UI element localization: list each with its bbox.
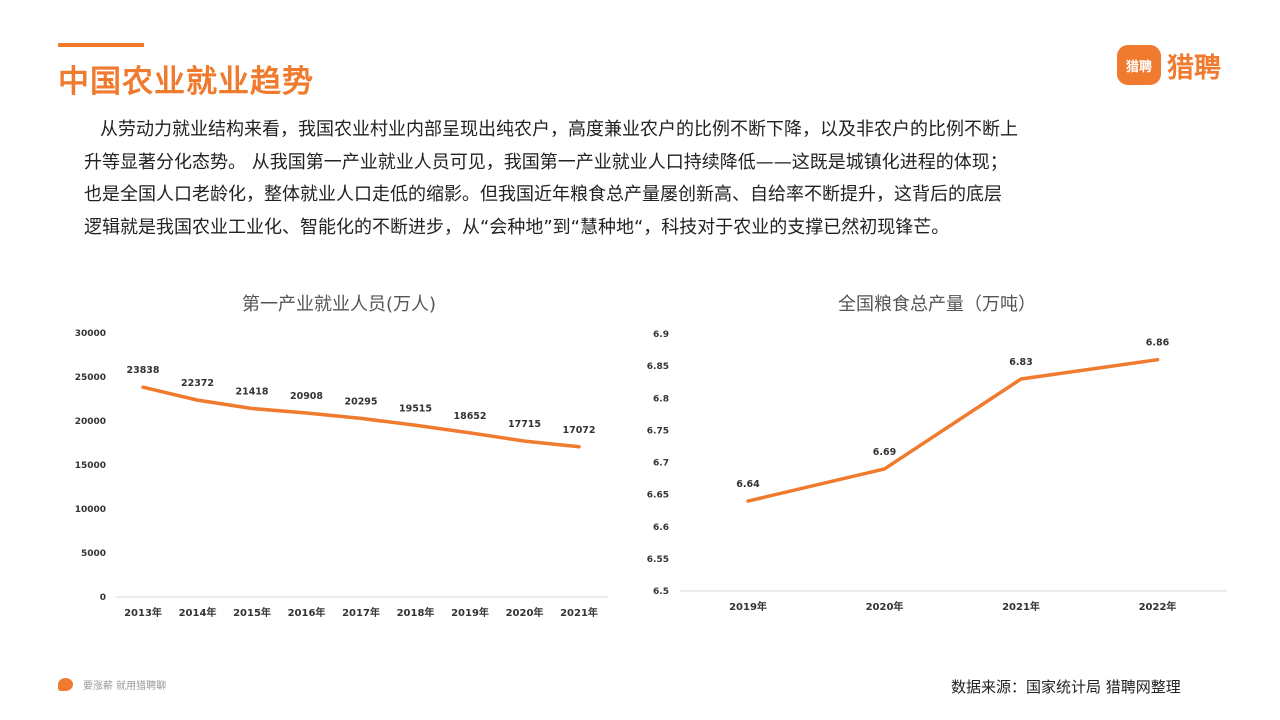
y-tick-label: 10000 (75, 505, 106, 515)
page-title: 中国农业就业趋势 (58, 64, 314, 100)
y-tick-label: 6.75 (647, 426, 669, 436)
paragraph-line: 从劳动力就业结构来看，我国农业村业内部呈现出纯农户，高度兼业农户的比例不断下降，… (100, 119, 1018, 140)
y-tick-label: 6.9 (653, 330, 669, 340)
data-label: 6.83 (1009, 357, 1032, 368)
y-tick-label: 20000 (75, 417, 106, 427)
data-label: 20908 (290, 391, 323, 402)
y-tick-label: 0 (100, 593, 106, 603)
y-tick-label: 5000 (81, 549, 106, 559)
data-label: 18652 (453, 411, 486, 422)
chart-title-employment: 第一产业就业人员(万人) (242, 294, 437, 315)
x-tick-label: 2018年 (397, 606, 435, 619)
x-tick-label: 2019年 (729, 600, 767, 613)
series-line (141, 385, 581, 449)
y-tick-label: 6.5 (653, 587, 669, 597)
x-tick-label: 2022年 (1139, 600, 1177, 613)
x-tick-label: 2013年 (124, 606, 162, 619)
x-tick-label: 2014年 (179, 606, 217, 619)
y-tick-label: 6.8 (653, 394, 669, 404)
data-label: 6.69 (873, 447, 896, 458)
x-tick-label: 2019年 (451, 606, 489, 619)
data-label: 6.86 (1146, 338, 1170, 349)
y-tick-label: 6.6 (653, 523, 669, 533)
x-tick-label: 2021年 (1002, 600, 1040, 613)
x-tick-label: 2017年 (342, 606, 380, 619)
grain-output-line-chart: 6.5 6.55 6.6 6.65 6.7 6.75 6.8 6.85 6.9 2019年 2020… (647, 330, 1227, 613)
logo-badge-icon: 猎聘 (1117, 45, 1161, 85)
y-tick-label: 30000 (75, 329, 106, 339)
chart-title-grain: 全国粮食总产量（万吨） (838, 294, 1036, 315)
series-line (746, 357, 1160, 503)
data-label: 20295 (344, 396, 377, 407)
y-tick-label: 6.85 (647, 362, 669, 372)
intro-paragraph: 从劳动力就业结构来看，我国农业村业内部呈现出纯农户，高度兼业农户的比例不断下降，… (84, 114, 1199, 244)
logo-text: 猎聘 (1167, 52, 1221, 84)
footer-slogan: 要涨薪 就用猎聘聊 (58, 677, 166, 692)
data-label: 19515 (399, 403, 432, 414)
paragraph-line: 也是全国人口老龄化，整体就业人口走低的缩影。但我国近年粮食总产量屡创新高、自给率… (84, 184, 1002, 206)
employment-line-chart: 0 5000 10000 15000 20000 25000 30000 2013年 2014年… (75, 329, 608, 619)
x-tick-label: 2020年 (506, 606, 544, 619)
data-label: 23838 (126, 365, 159, 376)
data-label: 21418 (235, 387, 268, 398)
x-tick-label: 2015年 (233, 606, 271, 619)
title-accent-bar (58, 43, 144, 47)
data-label: 17072 (562, 425, 595, 436)
data-label: 17715 (508, 419, 541, 430)
x-tick-label: 2016年 (288, 606, 326, 619)
data-label: 6.64 (736, 479, 760, 490)
brand-logo: 猎聘 猎聘 (1117, 45, 1221, 85)
y-tick-label: 6.65 (647, 491, 669, 501)
paragraph-line: 升等显著分化态势。 从我国第一产业就业人员可见，我国第一产业就业人口持续降低——… (84, 151, 1008, 173)
y-tick-label: 6.7 (653, 459, 669, 469)
data-source-note: 数据来源：国家统计局 猎聘网整理 (951, 678, 1181, 696)
y-tick-label: 6.55 (647, 555, 669, 565)
y-tick-label: 15000 (75, 461, 106, 471)
chat-bubble-icon (58, 678, 73, 691)
data-label: 22372 (181, 378, 214, 389)
paragraph-line: 逻辑就是我国农业工业化、智能化的不断进步，从“会种地”到“慧种地“，科技对于农业… (84, 216, 950, 238)
x-tick-label: 2021年 (560, 606, 598, 619)
slogan-text: 要涨薪 就用猎聘聊 (83, 681, 167, 692)
y-tick-label: 25000 (75, 373, 106, 383)
x-tick-label: 2020年 (866, 600, 904, 613)
